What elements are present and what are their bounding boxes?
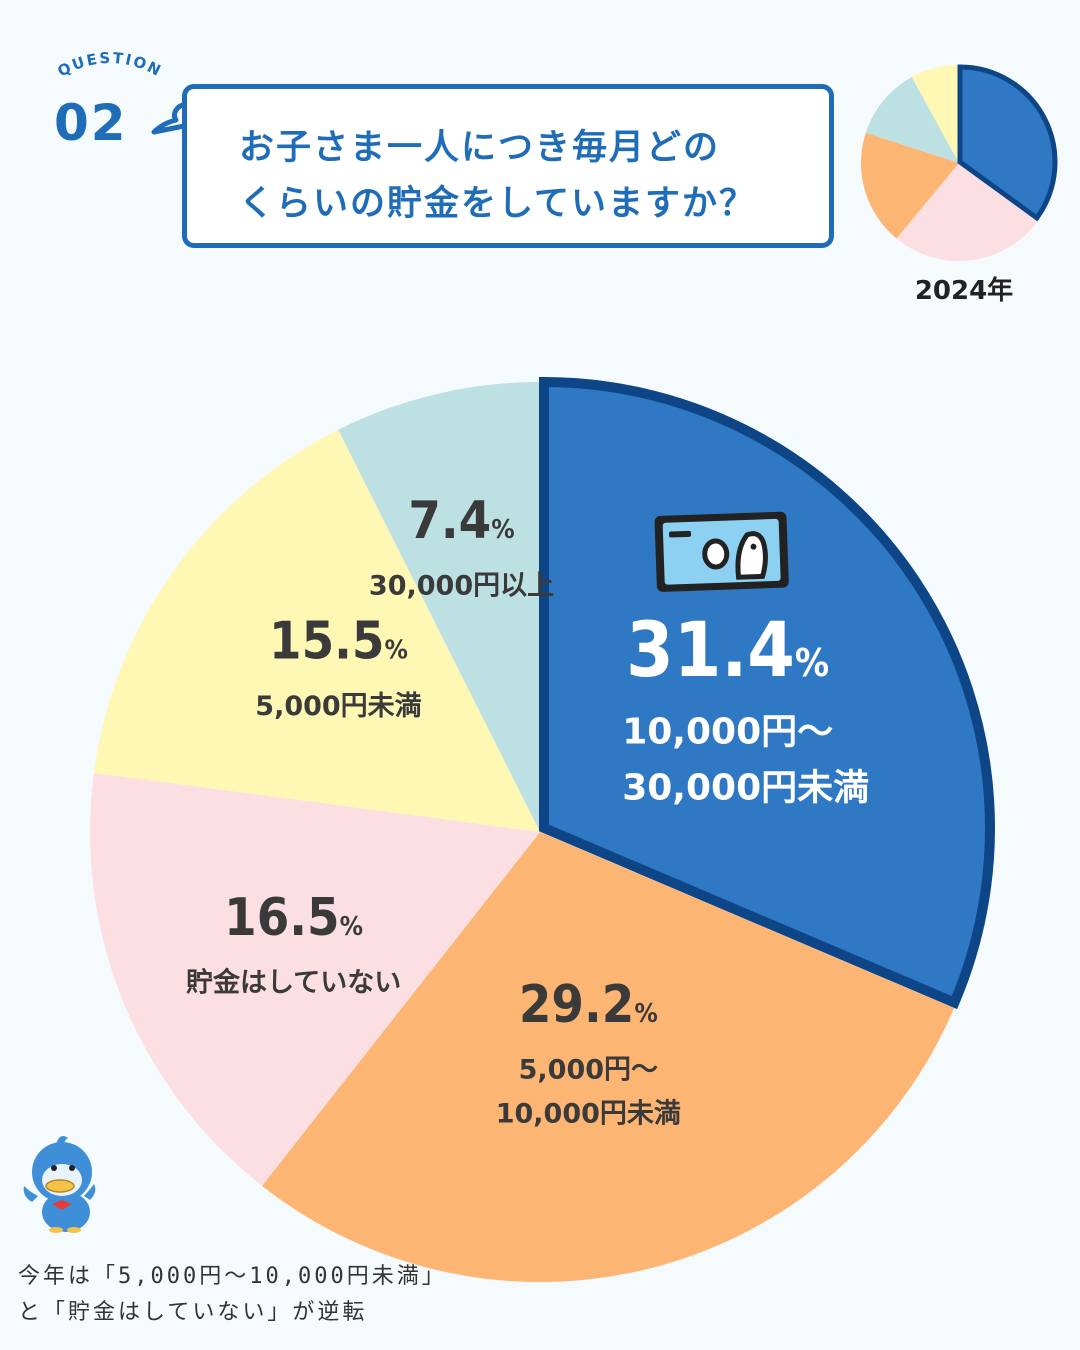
question-number: 02 — [54, 94, 128, 152]
question-number-text: 02 — [54, 94, 128, 152]
slice-category-label-0-0: 10,000円〜 — [622, 711, 833, 752]
slice-category-label-1-0: 5,000円〜 — [519, 1055, 658, 1086]
slice-category-label-0-1: 30,000円未満 — [622, 767, 869, 808]
slice-value-label-3: 15.5% — [269, 612, 408, 672]
slice-category-label-1-1: 10,000円未満 — [496, 1099, 681, 1130]
slice-value-label-0: 31.4% — [626, 605, 829, 694]
question-text-line2: くらいの貯金をしていますか？ — [239, 184, 756, 224]
mini-pie-slice-2 — [861, 132, 959, 239]
mini-pie-year-label: 2024年 — [914, 276, 1014, 306]
mini-pie-slice-0-highlighted — [957, 64, 1058, 222]
slice-value-label-1: 29.2% — [519, 975, 658, 1035]
mini-pie-slice-1 — [896, 163, 1039, 261]
question-eyebrow: QUESTION — [55, 49, 164, 81]
mini-pie-icon — [861, 64, 1058, 261]
pie-slice-2 — [89, 772, 541, 1186]
slice-category-label-4-0: 30,000円以上 — [369, 570, 554, 601]
slice-category-label-3-0: 5,000円未満 — [255, 691, 421, 722]
slice-value-label-2: 16.5% — [224, 888, 363, 948]
pie-slice-4 — [338, 382, 540, 832]
question-bubble: お子さま一人につき毎月どの くらいの貯金をしていますか？ — [182, 84, 834, 248]
slice-value-label-4: 7.4% — [408, 491, 514, 551]
comment-line1: 今年は「5,000円〜10,000円未満」 — [18, 1264, 447, 1289]
comment-line2: と「貯金はしていない」が逆転 — [18, 1300, 368, 1325]
question-text-line1: お子さま一人につき毎月どの — [239, 128, 721, 168]
pie-slice-1 — [261, 832, 955, 1282]
mini-pie-slice-4 — [911, 65, 959, 163]
banknote-icon — [654, 511, 789, 592]
bird-mascot-icon — [23, 1136, 96, 1233]
slice-category-label-2-0: 貯金はしていない — [186, 966, 401, 998]
mini-pie-slice-3 — [865, 77, 959, 163]
bubble-tail — [151, 101, 189, 135]
pie-slice-3 — [93, 429, 540, 832]
